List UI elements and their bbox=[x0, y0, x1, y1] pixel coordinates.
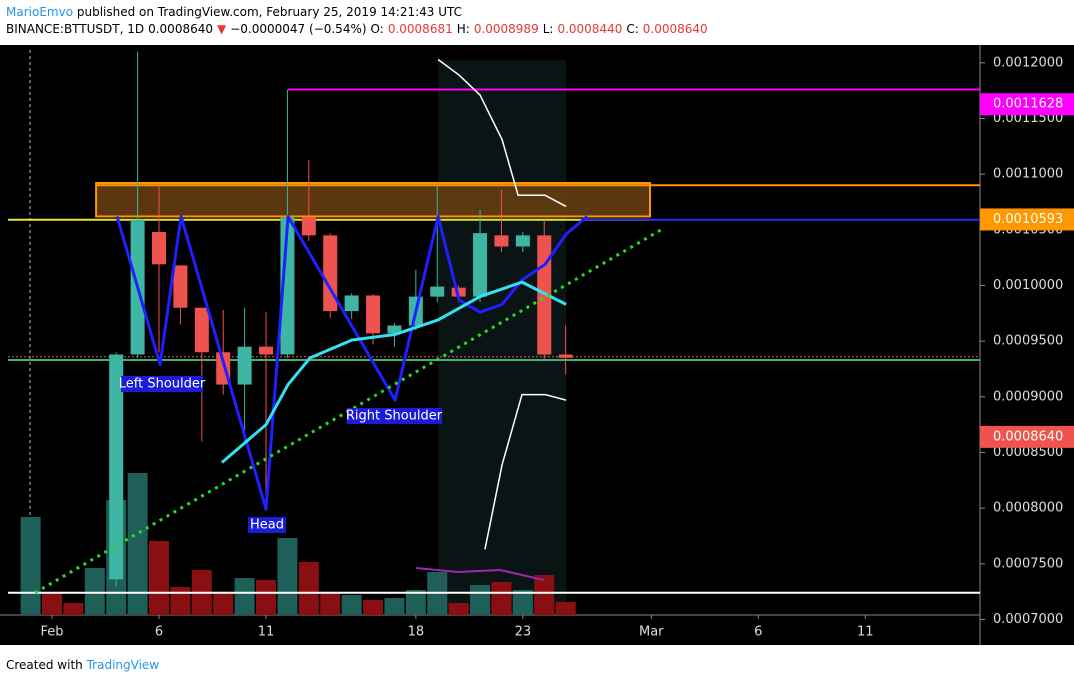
y-tick-label: 0.0012000 bbox=[993, 55, 1063, 70]
candle-body bbox=[515, 235, 530, 247]
volume-bar bbox=[42, 593, 63, 615]
volume-bar bbox=[534, 575, 555, 615]
candle-body bbox=[366, 295, 381, 334]
x-tick-label: Feb bbox=[40, 625, 63, 640]
header: MarioEmvo published on TradingView.com, … bbox=[6, 4, 712, 38]
symbol-info: O: bbox=[370, 22, 384, 36]
y-tick-label: 0.0007500 bbox=[993, 556, 1063, 571]
volume-bar bbox=[470, 585, 491, 615]
published: published on TradingView.com, February 2… bbox=[76, 5, 463, 19]
overlay-line bbox=[484, 393, 567, 550]
candle-body bbox=[430, 286, 445, 297]
annotation-box bbox=[121, 376, 203, 392]
volume-bar bbox=[277, 538, 298, 615]
candle-body bbox=[558, 354, 573, 358]
volume-bar bbox=[127, 473, 148, 615]
candle-body bbox=[173, 265, 188, 308]
candle-body bbox=[109, 354, 124, 580]
symbol-info: ▼ bbox=[217, 22, 227, 36]
overlay-line bbox=[437, 58, 567, 208]
price-label-box bbox=[980, 93, 1074, 116]
candle-body bbox=[152, 232, 167, 265]
volume-bar bbox=[512, 590, 533, 615]
symbol-info: 0.0008681 bbox=[387, 22, 453, 36]
volume-bar bbox=[491, 582, 512, 615]
volume-bar bbox=[213, 593, 234, 615]
y-tick-label: 0.0011000 bbox=[993, 167, 1063, 182]
brand[interactable]: TradingView bbox=[86, 658, 160, 672]
symbol-info: 0.0008989 bbox=[473, 22, 539, 36]
overlay-line bbox=[115, 214, 589, 511]
price-label: 0.0011628 bbox=[993, 97, 1063, 112]
annotation-box bbox=[347, 408, 442, 424]
volume-bar bbox=[555, 602, 576, 615]
x-tick-label: 18 bbox=[408, 625, 425, 640]
x-tick-label: 23 bbox=[515, 625, 532, 640]
price-label: 0.0008640 bbox=[993, 429, 1063, 444]
volume-bar bbox=[149, 541, 170, 615]
x-tick-label: 6 bbox=[754, 625, 762, 640]
x-tick-label: Mar bbox=[639, 625, 664, 640]
volume-bar bbox=[384, 598, 405, 615]
volume-bar bbox=[363, 600, 384, 615]
candle-body bbox=[259, 346, 274, 355]
volume-bar bbox=[298, 562, 319, 615]
author[interactable]: MarioEmvo bbox=[6, 5, 74, 19]
y-tick-label: 0.0008500 bbox=[993, 445, 1063, 460]
candle-body bbox=[194, 307, 209, 353]
annotation: Left Shoulder bbox=[119, 377, 206, 392]
price-label: 0.0010593 bbox=[993, 212, 1063, 227]
annotation: Right Shoulder bbox=[346, 409, 443, 424]
volume-bar bbox=[320, 593, 341, 615]
symbol-line: BINANCE:BTTUSDT, 1D 0.0008640 ▼ −0.0000047 … bbox=[6, 21, 712, 38]
candle-body bbox=[494, 235, 509, 247]
symbol-info: 0.0008640 bbox=[148, 22, 213, 36]
symbol-info: 0.0008440 bbox=[557, 22, 623, 36]
overlay-line bbox=[220, 280, 567, 464]
volume-bar bbox=[234, 578, 255, 615]
x-tick-label: 11 bbox=[857, 625, 874, 640]
candle-body bbox=[473, 233, 488, 297]
y-tick-label: 0.0007000 bbox=[993, 612, 1063, 627]
symbol-info: L: bbox=[542, 22, 554, 36]
y-tick-label: 0.0010000 bbox=[993, 278, 1063, 293]
price-label-box bbox=[980, 425, 1074, 448]
overlay-line bbox=[34, 226, 666, 595]
volume-bar bbox=[256, 580, 277, 615]
volume-bar bbox=[341, 595, 362, 615]
zone bbox=[95, 182, 651, 218]
symbol-info: 0.0008640 bbox=[642, 22, 708, 36]
candle-body bbox=[344, 295, 359, 312]
footer-text: Created with bbox=[6, 658, 83, 672]
volume-bar bbox=[170, 587, 191, 615]
x-tick-label: 6 bbox=[155, 625, 163, 640]
volume-bar bbox=[405, 590, 426, 615]
annotation: Head bbox=[250, 518, 284, 533]
volume-ma bbox=[415, 567, 545, 581]
chart: 0.00120000.00115000.00110000.00105000.00… bbox=[0, 45, 1074, 645]
annotation-box bbox=[248, 517, 286, 533]
candle-body bbox=[301, 217, 316, 236]
candle-body bbox=[237, 346, 252, 385]
volume-bar bbox=[448, 603, 469, 615]
volume-bar bbox=[63, 603, 84, 615]
price-label-box bbox=[980, 208, 1074, 231]
volume-bar bbox=[84, 568, 105, 615]
x-tick-label: 11 bbox=[258, 625, 275, 640]
y-tick-label: 0.0009500 bbox=[993, 334, 1063, 349]
footer: Created with TradingView bbox=[6, 658, 159, 672]
y-tick-label: 0.0009000 bbox=[993, 389, 1063, 404]
symbol-info: −0.0000047 (−0.54%) bbox=[230, 22, 367, 36]
candle-body bbox=[387, 325, 402, 334]
volume-bar bbox=[20, 517, 41, 615]
symbol-info: H: bbox=[456, 22, 470, 36]
y-tick-label: 0.0008000 bbox=[993, 501, 1063, 516]
symbol-info: C: bbox=[626, 22, 639, 36]
symbol-info: BINANCE:BTTUSDT, 1D bbox=[6, 22, 145, 36]
